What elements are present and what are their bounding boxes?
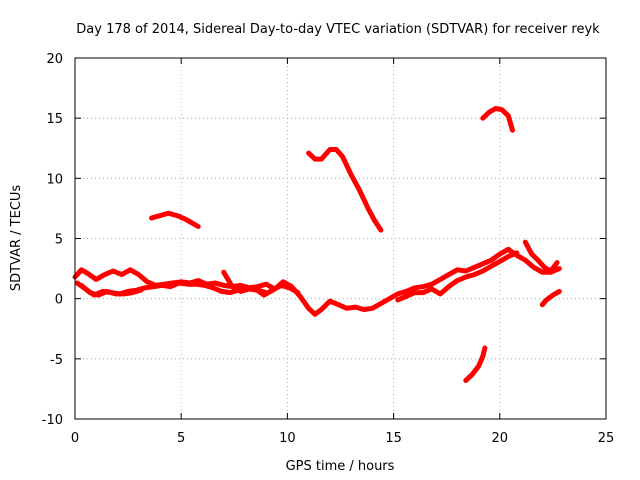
series-arc-7: [149, 210, 201, 229]
series-arc-9: [480, 106, 515, 133]
x-tick-label: 5: [177, 431, 185, 446]
series-arc-6: [522, 239, 560, 274]
x-tick-label: 10: [279, 431, 296, 446]
y-tick-label: 5: [55, 233, 63, 248]
x-tick-label: 0: [71, 431, 79, 446]
x-axis-label: GPS time / hours: [286, 459, 395, 474]
y-tick-label: 15: [46, 112, 63, 127]
x-tick-label: 15: [385, 431, 402, 446]
y-tick-label: -5: [50, 353, 63, 368]
series-arc-10: [463, 345, 488, 383]
data-series: [72, 106, 562, 383]
x-tick-label: 25: [598, 431, 615, 446]
axis-ticks: 0 5 10 15 20 25 -10 -5 0 5 10 15 20: [42, 52, 615, 446]
y-tick-label: -10: [42, 413, 63, 428]
series-arc-5: [395, 250, 520, 303]
chart-title: Day 178 of 2014, Sidereal Day-to-day VTE…: [76, 22, 600, 37]
y-tick-label: 20: [46, 52, 63, 67]
y-axis-label: SDTVAR / TECUs: [9, 185, 24, 292]
series-arc-11: [539, 288, 562, 308]
grid: [74, 57, 607, 420]
series-arc-3: [78, 282, 144, 298]
x-tick-label: 20: [492, 431, 509, 446]
y-tick-label: 10: [46, 172, 63, 187]
series-arc-1: [72, 246, 562, 317]
plot-frame: [74, 57, 607, 420]
series-arc-4: [221, 269, 269, 296]
series-arc-8: [306, 147, 384, 233]
y-tick-label: 0: [55, 293, 63, 308]
